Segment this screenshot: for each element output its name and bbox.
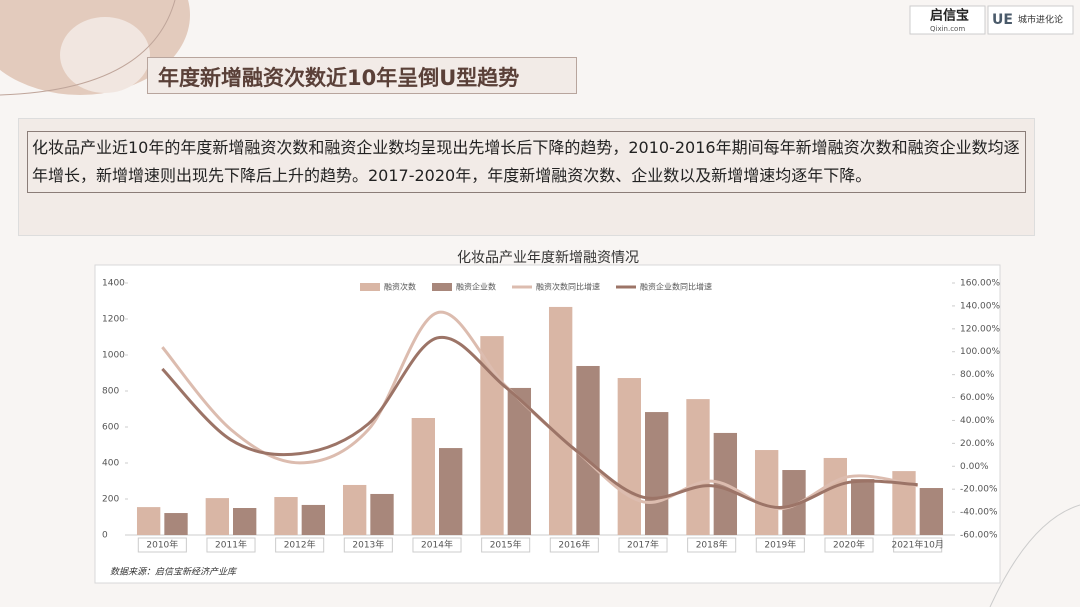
x-tick-label: 2011年 (215, 539, 247, 551)
source: 数据来源：启信宝新经济产业库 (110, 567, 238, 578)
legend-label: 融资次数同比增速 (536, 282, 600, 292)
bar (645, 412, 669, 535)
x-tick-label: 2014年 (421, 539, 453, 551)
y2-tick-label: 120.00% (960, 324, 1000, 334)
x-label-box (137, 537, 187, 553)
bar (823, 457, 847, 535)
logo: UE (992, 12, 1013, 28)
x-label-box (275, 537, 325, 553)
x-label-box (481, 537, 531, 553)
x-label-box (893, 537, 943, 553)
bar (892, 471, 916, 535)
y2-tick-label: 80.00% (960, 370, 995, 380)
y2-tick-label: 160.00% (960, 279, 1000, 289)
bar (136, 507, 161, 535)
bar (233, 508, 257, 535)
y2-tick-label: 40.00% (960, 416, 995, 426)
y-tick-label: 1000 (102, 351, 125, 361)
legend-swatch (432, 283, 452, 291)
x-tick-label: 2015年 (490, 539, 522, 551)
bar (686, 399, 710, 535)
bar (919, 488, 944, 535)
slide-title: 年度新增融资次数近10年呈倒U型趋势 (147, 57, 577, 94)
bar (576, 365, 600, 535)
bar (548, 306, 573, 535)
y-tick-label: 400 (102, 459, 119, 469)
y2-tick-label: 0.00% (960, 462, 989, 472)
x-tick-label: 2010年 (146, 539, 178, 551)
bar (782, 470, 806, 535)
bar (342, 484, 367, 535)
x-tick-label: 2019年 (764, 539, 796, 551)
x-label-box (755, 537, 805, 553)
y2-tick-label: -20.00% (960, 485, 998, 495)
bar (851, 479, 875, 535)
bar (617, 378, 641, 535)
y2-tick-label: -60.00% (960, 531, 998, 541)
chart-title: 化妆品产业年度新增融资情况 (457, 250, 639, 266)
x-label-box (206, 537, 256, 553)
logo: 启信宝 (930, 8, 969, 24)
legend-swatch (360, 283, 380, 291)
x-label-box (824, 537, 874, 553)
x-label-box (343, 537, 393, 553)
y-tick-label: 1200 (102, 315, 125, 325)
x-tick-label: 2012年 (284, 539, 316, 551)
legend-label: 融资企业数 (456, 282, 496, 292)
y-tick-label: 200 (102, 495, 119, 505)
x-label-box (412, 537, 462, 553)
x-tick-label: 2020年 (833, 539, 865, 551)
y-tick-label: 600 (102, 423, 119, 433)
y-tick-label: 0 (102, 531, 108, 541)
y-tick-label: 1400 (102, 279, 125, 289)
bar (301, 504, 326, 535)
y2-tick-label: 100.00% (960, 347, 1000, 357)
x-tick-label: 2013年 (352, 539, 384, 551)
x-tick-label: 2021年10月 (891, 539, 943, 551)
x-label-box (549, 537, 599, 553)
bar (370, 493, 394, 535)
x-tick-label: 2017年 (627, 539, 659, 551)
bar (205, 498, 229, 535)
bar (480, 336, 504, 535)
logo-sub: Qixin.com (930, 25, 965, 33)
y2-tick-label: 20.00% (960, 439, 995, 449)
bar (754, 450, 779, 535)
logo-text: 城市进化论 (1018, 14, 1063, 26)
bar (439, 448, 463, 535)
x-label-box (618, 537, 668, 553)
bar (164, 513, 188, 535)
x-tick-label: 2018年 (696, 539, 728, 551)
paragraph: 化妆品产业近10年的年度新增融资次数和融资企业数均呈现出先增长后下降的趋势，20… (27, 131, 1026, 193)
x-label-box (687, 537, 737, 553)
bar (507, 387, 532, 535)
legend-label: 融资企业数同比增速 (640, 282, 712, 292)
y2-tick-label: 140.00% (960, 301, 1000, 311)
bar (274, 497, 298, 535)
y2-tick-label: -40.00% (960, 508, 998, 518)
legend-label: 融资次数 (384, 282, 416, 292)
text-box: 化妆品产业近10年的年度新增融资次数和融资企业数均呈现出先增长后下降的趋势，20… (18, 118, 1035, 236)
line (161, 335, 918, 510)
x-tick-label: 2016年 (558, 539, 590, 551)
y-tick-label: 800 (102, 387, 119, 397)
y2-tick-label: 60.00% (960, 393, 995, 403)
bar (411, 418, 435, 535)
